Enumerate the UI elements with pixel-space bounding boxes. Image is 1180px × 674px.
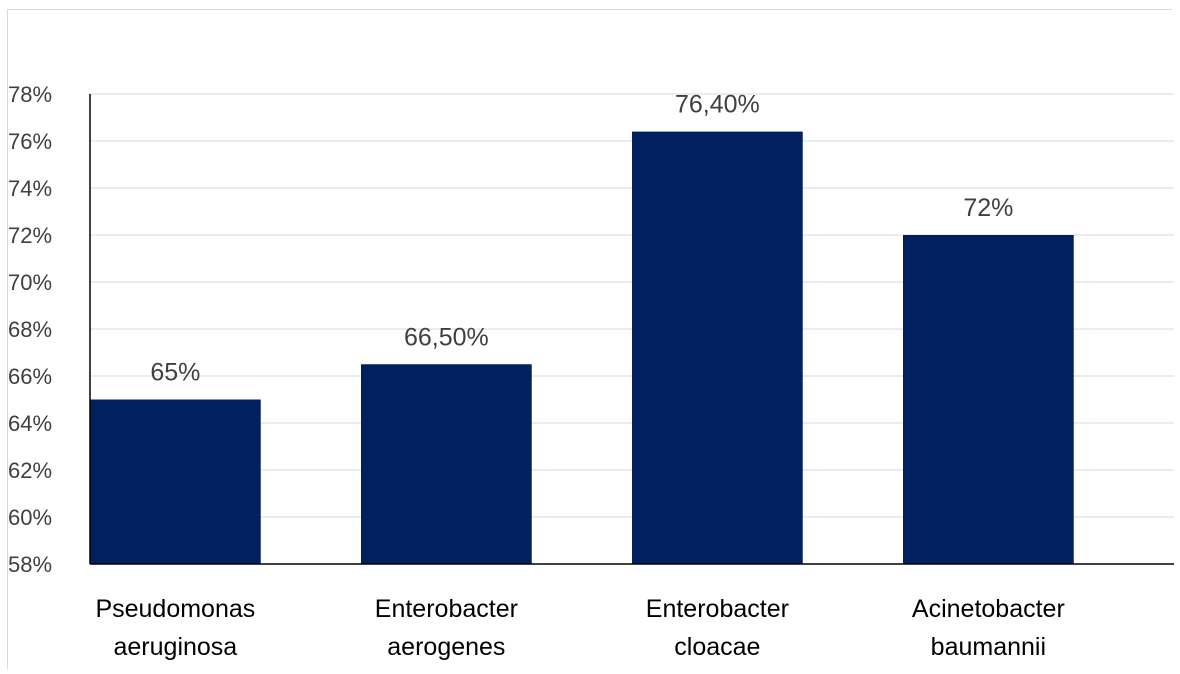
y-tick-label: 78%: [8, 82, 52, 107]
bar: [361, 364, 532, 564]
y-tick-label: 66%: [8, 364, 52, 389]
bars: [90, 131, 1074, 564]
bar: [632, 131, 803, 564]
y-tick-label: 70%: [8, 270, 52, 295]
bar: [903, 235, 1074, 564]
y-tick-labels: 58% 60% 62% 64% 66% 68% 70% 72% 74% 76% 78%: [8, 82, 52, 577]
category-label: Acinetobacter: [912, 595, 1065, 623]
category-label: Enterobacter: [375, 595, 518, 623]
chart-area: [7, 9, 1172, 669]
data-label: 65%: [150, 359, 200, 387]
category-label: cloacae: [674, 633, 760, 661]
category-labels: Pseudomonas aeruginosa Enterobacter aerogen…: [95, 595, 1064, 661]
category-label: aeruginosa: [114, 633, 238, 661]
y-tick-label: 58%: [8, 552, 52, 577]
bar: [90, 399, 261, 564]
y-tick-label: 72%: [8, 223, 52, 248]
y-tick-label: 68%: [8, 317, 52, 342]
category-label: Enterobacter: [646, 595, 789, 623]
y-tick-label: 60%: [8, 505, 52, 530]
y-tick-label: 62%: [8, 458, 52, 483]
data-label: 76,40%: [675, 91, 760, 119]
y-tick-label: 74%: [8, 176, 52, 201]
category-label: Pseudomonas: [95, 595, 255, 623]
axes: [89, 94, 1174, 565]
data-labels: 65% 66,50% 76,40% 72%: [150, 91, 1013, 387]
y-tick-label: 76%: [8, 129, 52, 154]
category-label: baumannii: [931, 633, 1046, 661]
data-label: 72%: [963, 194, 1013, 222]
category-label: aerogenes: [387, 633, 505, 661]
y-tick-label: 64%: [8, 411, 52, 436]
data-label: 66,50%: [404, 323, 489, 351]
